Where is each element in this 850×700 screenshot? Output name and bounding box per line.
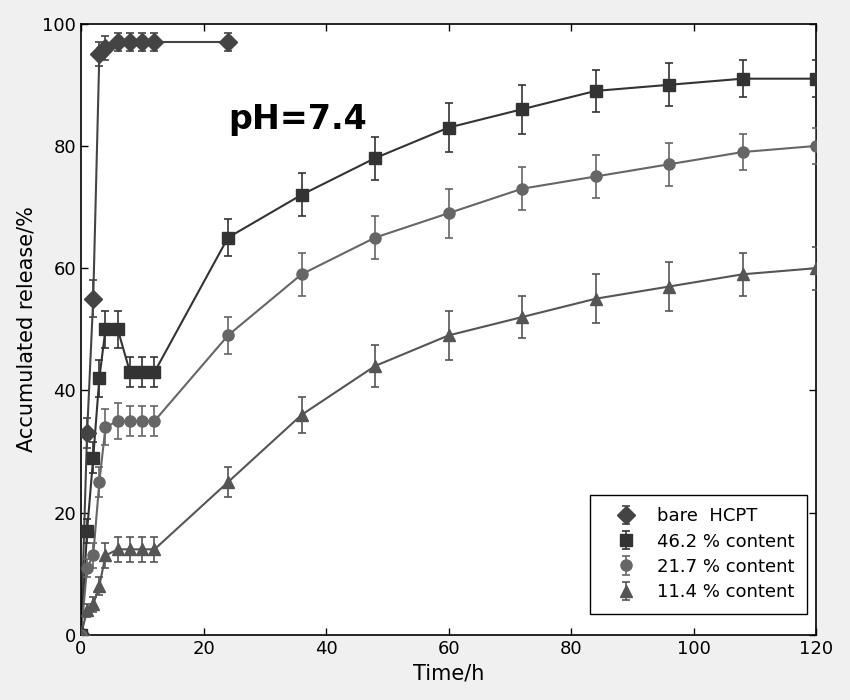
Legend: bare  HCPT, 46.2 % content, 21.7 % content, 11.4 % content: bare HCPT, 46.2 % content, 21.7 % conten… — [590, 495, 808, 614]
Text: pH=7.4: pH=7.4 — [228, 103, 366, 136]
X-axis label: Time/h: Time/h — [413, 664, 484, 683]
Y-axis label: Accumulated release/%: Accumulated release/% — [17, 206, 37, 452]
